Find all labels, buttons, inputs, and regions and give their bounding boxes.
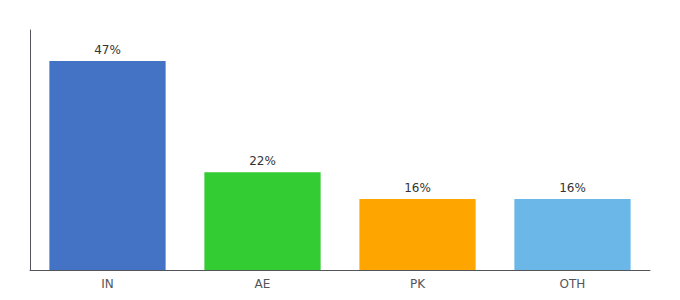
svg-text:IN: IN <box>101 277 114 291</box>
svg-text:OTH: OTH <box>560 277 586 291</box>
svg-text:PK: PK <box>410 277 426 291</box>
svg-text:AE: AE <box>255 277 271 291</box>
svg-text:16%: 16% <box>404 181 431 195</box>
svg-text:47%: 47% <box>94 43 121 57</box>
svg-text:16%: 16% <box>559 181 586 195</box>
svg-text:22%: 22% <box>249 154 276 168</box>
